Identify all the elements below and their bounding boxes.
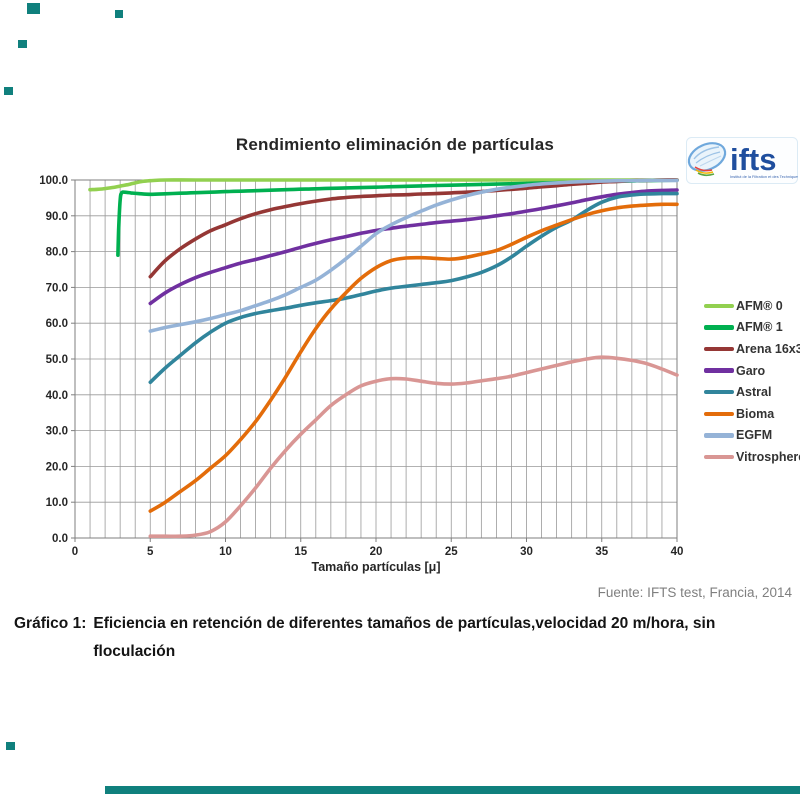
legend-item: Arena 16x30: [704, 338, 800, 360]
globe-icon: [687, 142, 727, 177]
decorative-mark: [6, 742, 15, 750]
chart-title: Rendimiento eliminación de partículas: [235, 135, 555, 154]
source-note: Fuente: IFTS test, Francia, 2014: [597, 585, 792, 600]
x-tick-label: 0: [72, 546, 78, 558]
legend-item: Garo: [704, 360, 800, 382]
decorative-mark: [115, 10, 123, 18]
decorative-mark: [27, 3, 40, 14]
legend-swatch: [704, 454, 734, 460]
legend-swatch: [704, 325, 734, 330]
legend-swatch: [704, 303, 734, 309]
series-line-Arena 16x30: [148, 178, 679, 279]
legend-label: Vitrosphere: [736, 449, 800, 464]
x-tick-label: 25: [445, 546, 458, 558]
x-tick-label: 15: [294, 546, 307, 558]
legend-swatch: [704, 368, 734, 373]
x-tick-label: 5: [147, 546, 154, 558]
ifts-logo-text: ifts: [730, 142, 777, 177]
y-tick-label: 30.0: [46, 426, 68, 438]
figure-caption: Gráfico 1: Eficiencia en retención de di…: [14, 610, 788, 666]
legend-label: AFM® 1: [736, 320, 783, 335]
legend-label: Arena 16x30: [736, 341, 800, 356]
legend-item: Bioma: [704, 403, 800, 425]
legend: AFM® 0 AFM® 1 Arena 16x30 Garo Astral Bioma EG…: [704, 295, 800, 468]
legend-label: EGFM: [736, 428, 773, 443]
legend-item: AFM® 1: [704, 317, 800, 339]
x-axis-title: Tamaño partículas [μ]: [311, 560, 441, 574]
series-line-EGFM: [148, 178, 679, 333]
plot-border: [74, 179, 678, 539]
y-tick-label: 60.0: [46, 318, 68, 330]
caption-text: Eficiencia en retención de diferentes ta…: [93, 615, 716, 660]
decorative-mark: [18, 40, 27, 48]
decorative-bottom-bar: [105, 786, 800, 794]
legend-swatch: [704, 346, 734, 352]
legend-label: Garo: [736, 363, 766, 378]
series-line-Astral: [148, 191, 679, 385]
ifts-logo-tagline: Institut de la Filtration et des Techniq…: [730, 174, 798, 179]
y-tick-label: 80.0: [46, 247, 68, 259]
y-tick-label: 40.0: [46, 390, 68, 402]
legend-item: EGFM: [704, 425, 800, 447]
x-tick-label: 35: [595, 546, 608, 558]
legend-label: AFM® 0: [736, 298, 783, 313]
legend-item: Vitrosphere: [704, 446, 800, 468]
x-tick-label: 20: [370, 546, 383, 558]
y-tick-label: 0.0: [52, 533, 68, 545]
x-tick-label: 10: [219, 546, 232, 558]
series-line-Bioma: [148, 202, 679, 513]
legend-label: Astral: [736, 385, 772, 400]
legend-item: Astral: [704, 381, 800, 403]
x-tick-label: 30: [520, 546, 533, 558]
caption-label: Gráfico 1:: [14, 615, 87, 632]
ifts-logo: ifts Institut de la Filtration et des Te…: [686, 137, 800, 187]
y-tick-label: 70.0: [46, 282, 68, 294]
y-tick-label: 100.0: [39, 175, 68, 187]
decorative-mark: [4, 87, 13, 95]
y-tick-label: 20.0: [46, 461, 68, 473]
legend-item: AFM® 0: [704, 295, 800, 317]
legend-label: Bioma: [736, 406, 775, 421]
legend-swatch: [704, 389, 734, 395]
series-line-Vitrosphere: [148, 355, 679, 539]
y-tick-label: 90.0: [46, 211, 68, 223]
legend-swatch: [704, 433, 734, 438]
ifts-logo-graphic: ifts Institut de la Filtration et des Te…: [686, 137, 800, 184]
y-tick-label: 50.0: [46, 354, 68, 366]
y-tick-label: 10.0: [46, 497, 68, 509]
series-line-AFM® 0: [88, 178, 679, 192]
legend-swatch: [704, 411, 734, 417]
series-line-Garo: [148, 188, 679, 306]
series-line-AFM® 1: [116, 178, 679, 257]
x-tick-label: 40: [671, 546, 684, 558]
